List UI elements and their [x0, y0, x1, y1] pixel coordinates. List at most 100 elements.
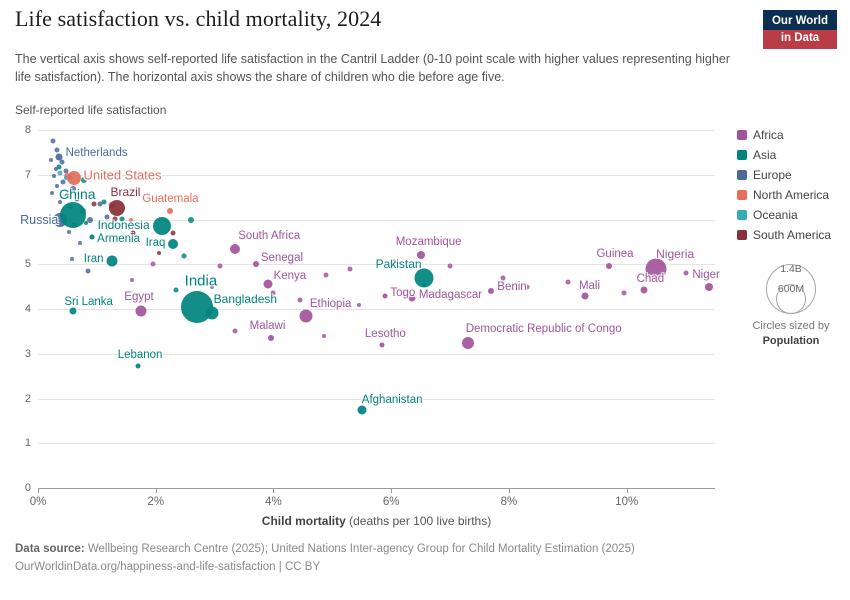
background-point[interactable] [129, 217, 133, 222]
background-point[interactable] [87, 194, 92, 199]
data-point[interactable] [382, 293, 388, 299]
background-point[interactable] [188, 216, 195, 223]
plot-area: 0 1 2 3 4 5 6 7 8 0% 2% 4% 6% 8% 10% Netherlands United … [20, 124, 720, 508]
background-point[interactable] [50, 138, 56, 144]
data-point[interactable] [299, 309, 313, 323]
owid-logo[interactable]: Our World in Data [763, 10, 837, 49]
background-point[interactable] [150, 261, 156, 267]
background-point[interactable] [524, 284, 530, 290]
data-point[interactable] [267, 335, 274, 342]
background-point[interactable] [391, 259, 397, 265]
background-point[interactable] [57, 170, 63, 175]
background-point[interactable] [447, 263, 453, 269]
background-point[interactable] [119, 216, 125, 222]
background-point[interactable] [70, 186, 77, 193]
data-point[interactable] [606, 263, 613, 270]
background-point[interactable] [101, 199, 107, 205]
background-point[interactable] [91, 201, 97, 207]
background-point[interactable] [84, 221, 89, 226]
background-point[interactable] [112, 216, 118, 222]
background-point[interactable] [60, 179, 66, 185]
background-point[interactable] [130, 277, 135, 282]
data-point[interactable] [416, 251, 425, 260]
legend-item-north-america[interactable]: North America [737, 188, 845, 202]
data-point[interactable] [60, 202, 87, 229]
legend-item-asia[interactable]: Asia [737, 148, 845, 162]
background-point[interactable] [63, 175, 68, 180]
data-point[interactable] [488, 288, 495, 295]
data-point[interactable] [89, 234, 95, 240]
background-point[interactable] [64, 193, 70, 199]
background-point[interactable] [297, 297, 303, 303]
legend-item-oceania[interactable]: Oceania [737, 208, 845, 222]
background-point[interactable] [683, 270, 689, 276]
background-point[interactable] [51, 173, 56, 178]
background-point[interactable] [173, 287, 179, 293]
background-point[interactable] [323, 272, 329, 278]
background-point[interactable] [181, 253, 187, 259]
background-point[interactable] [54, 147, 60, 153]
data-point[interactable] [408, 294, 416, 302]
data-point[interactable] [705, 282, 714, 291]
data-point[interactable] [379, 342, 385, 348]
data-point[interactable] [357, 405, 367, 415]
background-point[interactable] [156, 251, 161, 256]
background-point[interactable] [80, 177, 87, 184]
background-point[interactable] [85, 268, 91, 274]
background-point[interactable] [104, 214, 110, 220]
legend-item-africa[interactable]: Africa [737, 128, 845, 142]
data-point[interactable] [67, 170, 82, 185]
background-point[interactable] [48, 158, 53, 163]
data-point[interactable] [640, 286, 648, 294]
background-point[interactable] [565, 279, 571, 285]
owid-link[interactable]: OurWorldinData.org/happiness-and-life-sa… [15, 560, 276, 573]
data-point[interactable] [135, 305, 147, 317]
background-point[interactable] [78, 240, 83, 245]
background-point[interactable] [74, 196, 80, 202]
data-point[interactable] [152, 217, 171, 236]
background-point[interactable] [130, 230, 136, 236]
legend-item-south-america[interactable]: South America [737, 228, 845, 242]
data-point[interactable] [230, 243, 241, 254]
data-point[interactable] [645, 258, 667, 280]
background-point[interactable] [70, 256, 75, 261]
data-point[interactable] [263, 279, 273, 289]
background-point[interactable] [59, 159, 65, 165]
background-point[interactable] [500, 275, 506, 281]
background-point[interactable] [217, 263, 223, 269]
background-point[interactable] [321, 333, 326, 338]
data-point[interactable] [69, 307, 77, 315]
background-point[interactable] [232, 328, 238, 334]
data-point[interactable] [106, 255, 118, 267]
data-point[interactable] [55, 153, 63, 161]
background-point[interactable] [356, 302, 361, 307]
legend-item-europe[interactable]: Europe [737, 168, 845, 182]
background-point[interactable] [50, 190, 55, 195]
background-point[interactable] [270, 290, 276, 296]
background-point[interactable] [56, 164, 62, 170]
data-point[interactable] [252, 261, 259, 268]
data-point[interactable] [414, 268, 434, 288]
background-point[interactable] [112, 236, 117, 241]
background-point[interactable] [63, 168, 69, 174]
data-point[interactable] [581, 292, 589, 300]
background-point[interactable] [58, 200, 63, 205]
data-point[interactable] [205, 306, 219, 320]
data-point[interactable] [167, 208, 174, 215]
background-point[interactable] [347, 266, 353, 272]
background-point[interactable] [170, 230, 176, 236]
background-point[interactable] [53, 167, 58, 172]
data-point[interactable] [168, 239, 179, 250]
data-point[interactable] [109, 200, 126, 217]
background-point[interactable] [621, 290, 627, 296]
background-point[interactable] [97, 201, 103, 207]
data-point[interactable] [135, 363, 141, 369]
background-point[interactable] [86, 217, 93, 224]
country-label: Bangladesh [213, 292, 278, 307]
background-point[interactable] [66, 230, 71, 235]
background-point[interactable] [64, 172, 71, 179]
background-point[interactable] [288, 259, 295, 265]
data-point[interactable] [461, 336, 474, 349]
background-point[interactable] [55, 184, 60, 189]
background-point[interactable] [209, 284, 214, 289]
